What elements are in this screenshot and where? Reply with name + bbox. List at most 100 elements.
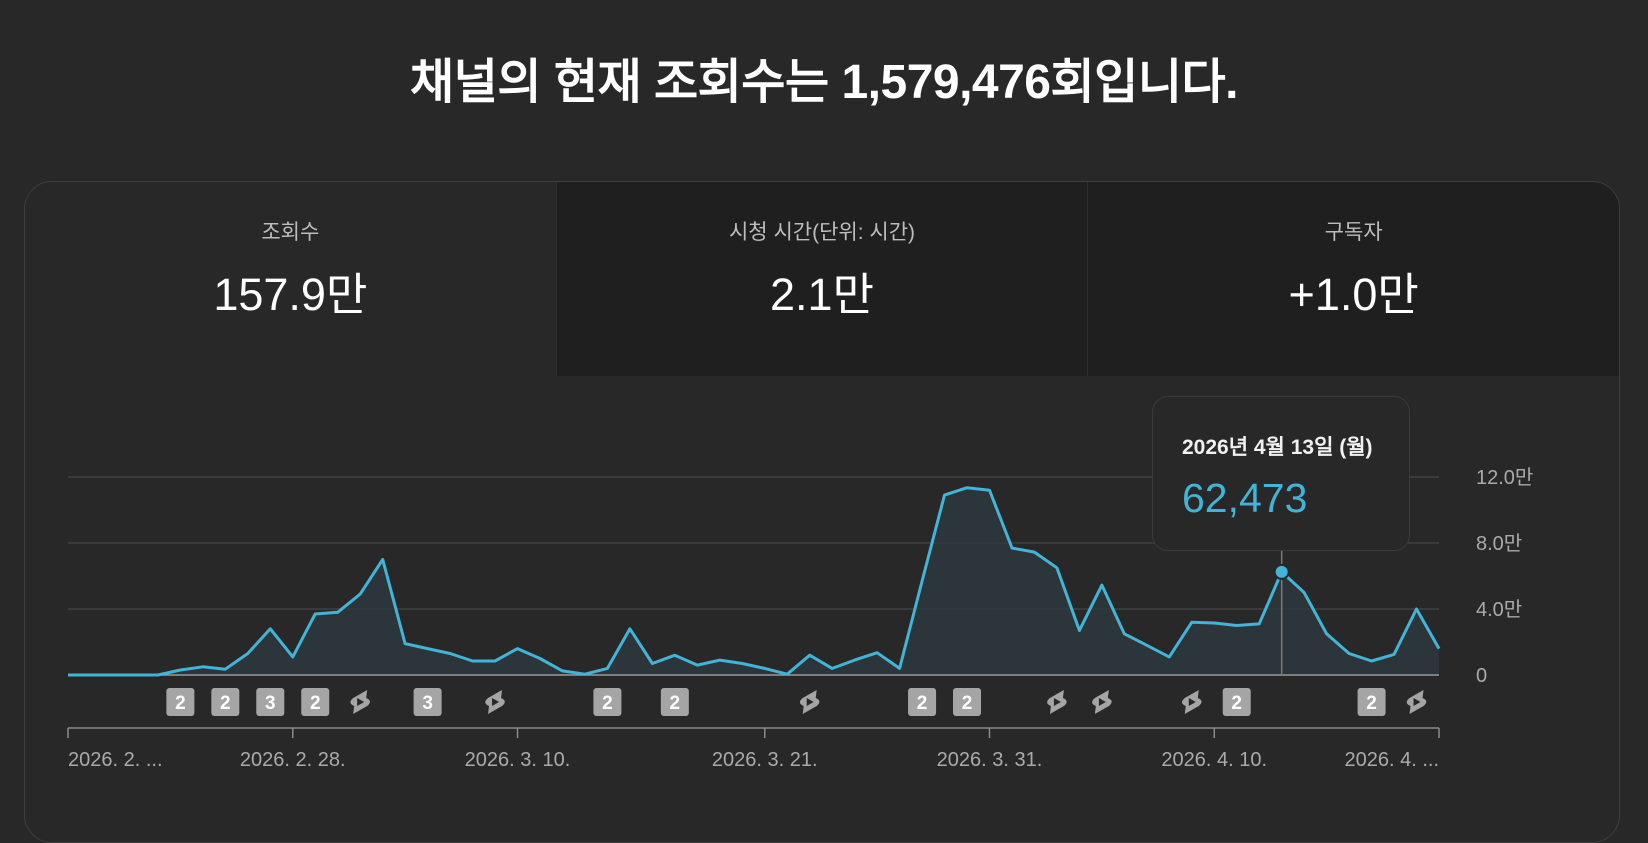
data-point <box>132 672 138 678</box>
tooltip-value: 62,473 <box>1182 475 1308 521</box>
data-point <box>627 626 633 632</box>
data-point <box>874 650 880 656</box>
metric-value-subscribers: +1.0만 <box>1288 269 1419 320</box>
shorts-play-icon <box>492 698 500 706</box>
data-point <box>1009 545 1015 551</box>
metric-label-subscribers: 구독자 <box>1324 221 1383 244</box>
data-point <box>425 646 431 652</box>
video-count-label: 2 <box>1366 693 1377 714</box>
data-point <box>852 657 858 663</box>
data-point <box>1099 582 1105 588</box>
data-point <box>739 660 745 666</box>
data-point <box>447 651 453 657</box>
data-point <box>604 665 610 671</box>
data-point <box>515 646 521 652</box>
x-tick-label: 2026. 2. 28. <box>240 749 346 771</box>
metric-tab-views[interactable]: 조회수 157.9만 <box>25 182 556 376</box>
data-point <box>537 656 543 662</box>
series-area <box>68 487 1439 675</box>
data-point <box>200 664 206 670</box>
data-point <box>335 609 341 615</box>
data-point <box>222 666 228 672</box>
data-point <box>312 611 318 617</box>
data-point <box>784 671 790 677</box>
video-count-marker <box>166 688 195 716</box>
video-count-marker <box>413 688 442 716</box>
data-point <box>177 667 183 673</box>
data-point <box>919 578 925 584</box>
video-count-marker <box>211 688 240 716</box>
highlight-point <box>1273 563 1290 580</box>
x-tick-label: 2026. 3. 10. <box>465 749 571 771</box>
metric-label-views: 조회수 <box>261 221 320 244</box>
x-tick-label: 2026. 4. 10. <box>1161 749 1267 771</box>
video-count-marker <box>593 688 622 716</box>
page-headline: 채널의 현재 조회수는 1,579,476회입니다. <box>410 56 1238 109</box>
data-point <box>1076 627 1082 633</box>
video-count-marker <box>1222 688 1251 716</box>
views-chart[interactable]: 0 4.0만 8.0만 12.0만 2 2 3 2 3 2 2 2 2 2 2 2026. 2. ... 202… <box>0 0 1648 810</box>
data-point <box>582 671 588 677</box>
video-count-label: 2 <box>1231 693 1242 714</box>
data-point <box>357 591 363 597</box>
x-tick-label: 2026. 3. 31. <box>937 749 1043 771</box>
data-point <box>1121 631 1127 637</box>
data-point <box>649 660 655 666</box>
metric-tab-watch-time[interactable]: 시청 시간(단위: 시간) 2.1만 <box>555 182 1088 376</box>
data-point <box>1166 654 1172 660</box>
data-point <box>65 672 71 678</box>
data-point <box>1436 646 1442 652</box>
metric-value-views: 157.9만 <box>213 269 368 320</box>
data-point <box>87 672 93 678</box>
data-point <box>380 557 386 563</box>
shorts-play-icon <box>1413 698 1421 706</box>
data-point <box>1391 651 1397 657</box>
video-count-label: 2 <box>962 693 973 714</box>
video-count-label: 3 <box>265 693 276 714</box>
data-point <box>672 652 678 658</box>
video-count-marker <box>256 688 285 716</box>
video-count-label: 2 <box>175 693 186 714</box>
data-point <box>1031 549 1037 555</box>
video-count-label: 2 <box>220 693 231 714</box>
shorts-play-icon <box>1053 698 1061 706</box>
data-point <box>559 668 565 674</box>
x-tick-label: 2026. 2. ... <box>68 749 163 771</box>
data-point <box>942 492 948 498</box>
video-count-label: 2 <box>670 693 681 714</box>
data-point <box>1414 606 1420 612</box>
video-count-marker <box>953 688 982 716</box>
data-point <box>694 662 700 668</box>
metric-tabs: 조회수 157.9만 시청 시간(단위: 시간) 2.1만 구독자 +1.0만 <box>25 182 1619 376</box>
video-count-marker <box>1357 688 1386 716</box>
data-point <box>807 652 813 658</box>
data-point <box>1369 658 1375 664</box>
data-point <box>402 641 408 647</box>
video-count-marker <box>908 688 937 716</box>
metric-value-watch-time: 2.1만 <box>770 269 874 320</box>
data-point <box>762 665 768 671</box>
y-tick-label: 0 <box>1476 665 1487 687</box>
y-tick-label: 4.0만 <box>1476 598 1522 621</box>
data-point <box>492 658 498 664</box>
data-point <box>155 672 161 678</box>
data-point <box>1054 565 1060 571</box>
data-point <box>1301 590 1307 596</box>
video-count-label: 3 <box>422 693 433 714</box>
y-tick-label: 8.0만 <box>1476 532 1522 555</box>
data-point <box>829 665 835 671</box>
chart-tooltip: 2026년 4월 13일 (월) 62,473 <box>1152 396 1410 551</box>
data-point <box>986 487 992 493</box>
data-point <box>267 626 273 632</box>
data-point <box>1189 619 1195 625</box>
data-point <box>717 657 723 663</box>
video-count-marker <box>301 688 330 716</box>
data-point <box>290 654 296 660</box>
metric-label-watch-time: 시청 시간(단위: 시간) <box>728 221 916 244</box>
metric-tab-subscribers[interactable]: 구독자 +1.0만 <box>1087 182 1619 376</box>
shorts-play-icon <box>357 698 365 706</box>
data-point <box>245 651 251 657</box>
data-point <box>1211 620 1217 626</box>
x-tick-label: 2026. 4. ... <box>1344 749 1439 771</box>
data-point <box>1346 651 1352 657</box>
